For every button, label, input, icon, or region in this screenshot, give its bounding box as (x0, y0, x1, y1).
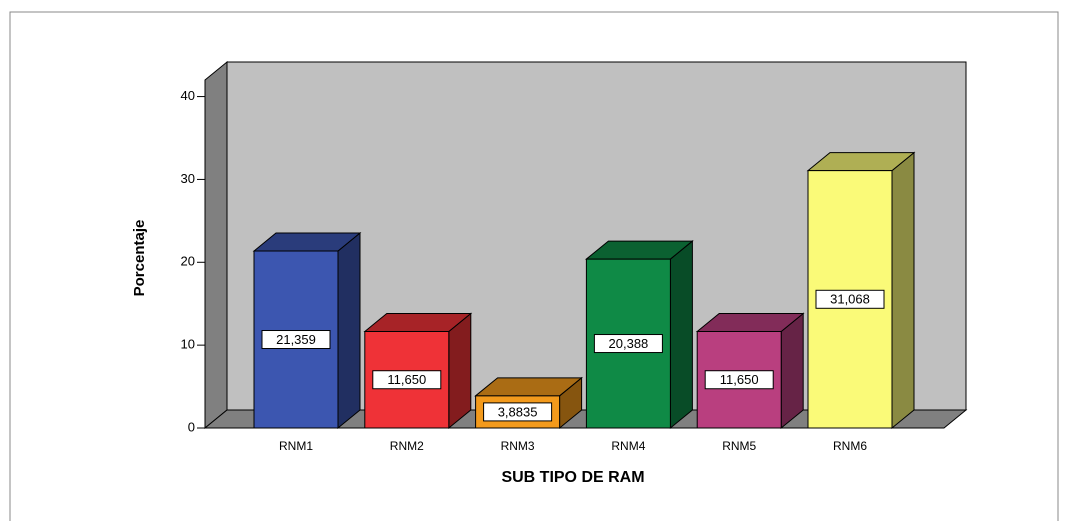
y-tick-label: 10 (181, 337, 195, 352)
value-label: 31,068 (830, 292, 870, 307)
y-axis-title: Porcentaje (131, 220, 148, 297)
x-tick-label: RNM5 (722, 439, 756, 453)
value-label: 11,650 (720, 372, 759, 387)
value-label-box (483, 402, 553, 422)
value-label: 3,8835 (498, 404, 538, 419)
value-label: 20,388 (609, 336, 649, 351)
y-tick-label: 40 (181, 88, 195, 103)
x-tick-label: RNM3 (501, 439, 535, 453)
bar-side (337, 231, 361, 430)
value-label-box (372, 370, 442, 390)
x-tick-label: RNM2 (390, 439, 424, 453)
bar-side (891, 151, 915, 430)
value-label: 11,650 (387, 372, 426, 387)
bar (363, 312, 473, 430)
value-label-box (593, 334, 663, 354)
y-tick-label: 20 (181, 254, 195, 269)
x-tick-label: RNM4 (611, 439, 645, 453)
x-tick-label: RNM1 (279, 439, 313, 453)
y-tick-label: 30 (181, 171, 195, 186)
value-label-box (704, 370, 774, 390)
bar-side (780, 312, 804, 430)
x-tick-label: RNM6 (833, 439, 867, 453)
value-label: 21,359 (276, 332, 316, 347)
y-tick-label: 0 (188, 419, 195, 434)
x-axis-title: SUB TIPO DE RAM (501, 469, 644, 486)
bar-side (669, 240, 693, 430)
value-label-box (815, 289, 885, 309)
bar-side (448, 312, 472, 430)
value-label-box (261, 330, 331, 350)
left-wall (204, 60, 228, 430)
